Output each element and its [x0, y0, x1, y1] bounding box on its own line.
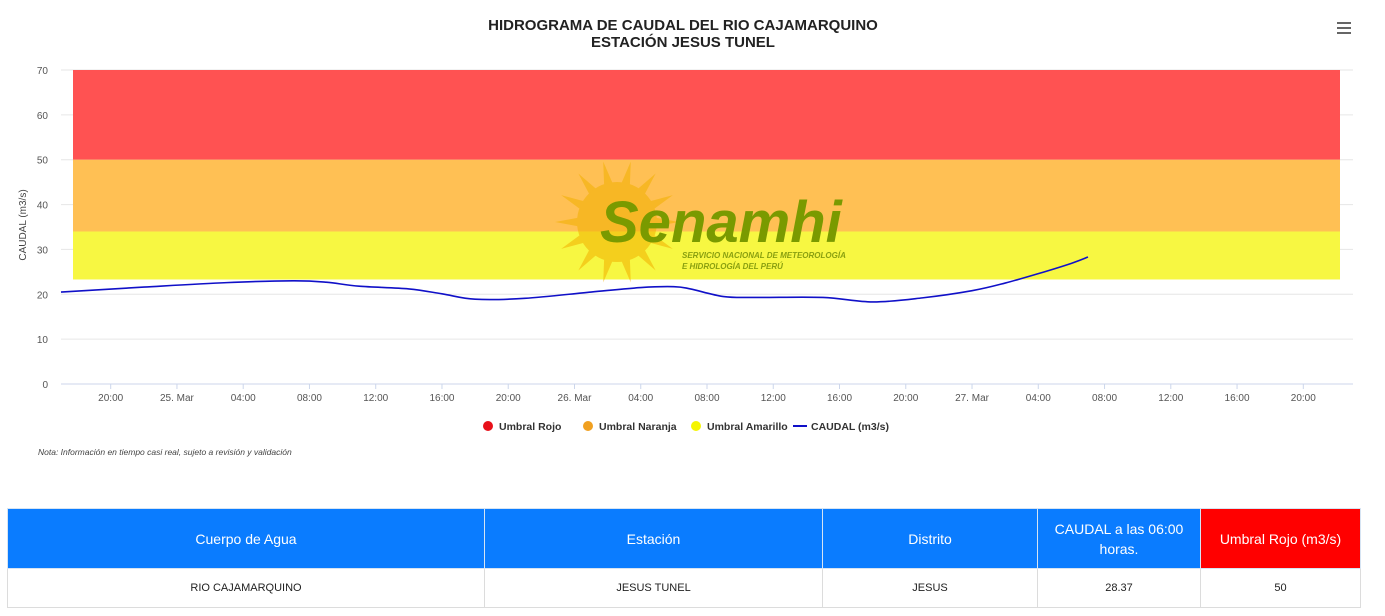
sun-ray-icon: [561, 234, 585, 249]
y-tick-label: 70: [37, 66, 49, 77]
cell-distrito: JESUS: [822, 568, 1038, 608]
sun-ray-icon: [603, 161, 614, 187]
hydrograph-chart: HIDROGRAMA DE CAUDAL DEL RIO CAJAMARQUIN…: [18, 17, 1353, 457]
y-tick-label: 40: [37, 201, 49, 212]
chart-note: Nota: Información en tiempo casi real, s…: [38, 447, 292, 457]
cell-cuerpo-de-agua: RIO CAJAMARQUINO: [7, 568, 485, 608]
watermark-brand: Senamhi: [600, 190, 844, 255]
legend-label: Umbral Naranja: [599, 421, 677, 433]
y-tick-label: 30: [37, 245, 49, 256]
x-tick-label: 20:00: [1291, 393, 1316, 404]
threshold-band: [73, 70, 1340, 160]
x-tick-label: 20:00: [893, 393, 918, 404]
sun-logo-icon: [555, 161, 679, 283]
chart-subtitle: ESTACIÓN JESUS TUNEL: [591, 33, 775, 51]
y-tick-label: 20: [37, 290, 49, 301]
x-tick-label: 26. Mar: [558, 393, 593, 404]
x-tick-label: 20:00: [98, 393, 123, 404]
sun-ray-icon: [654, 217, 679, 227]
cell-caudal: 28.37: [1037, 568, 1201, 608]
header-cuerpo-de-agua: Cuerpo de Agua: [7, 508, 485, 569]
legend-item: Umbral Naranja: [583, 421, 677, 433]
x-tick-label: 16:00: [1225, 393, 1250, 404]
chart-container: HIDROGRAMA DE CAUDAL DEL RIO CAJAMARQUIN…: [18, 17, 1353, 457]
sun-ray-icon: [620, 257, 631, 283]
x-tick-label: 08:00: [297, 393, 322, 404]
x-tick-label: 16:00: [827, 393, 852, 404]
y-tick-label: 10: [37, 335, 49, 346]
x-tick-label: 20:00: [496, 393, 521, 404]
watermark-line2: E HIDROLOGÍA DEL PERÚ: [682, 262, 783, 271]
sun-ray-icon: [649, 234, 673, 249]
chart-title: HIDROGRAMA DE CAUDAL DEL RIO CAJAMARQUIN…: [488, 17, 878, 34]
header-caudal: CAUDAL a las 06:00 horas.: [1037, 508, 1201, 569]
cell-umbral-rojo: 50: [1200, 568, 1361, 608]
x-tick-label: 12:00: [1158, 393, 1183, 404]
threshold-band: [73, 231, 1340, 280]
y-tick-label: 0: [42, 380, 48, 391]
x-tick-label: 16:00: [429, 393, 454, 404]
x-tick-label: 12:00: [761, 393, 786, 404]
sun-ray-icon: [561, 195, 585, 210]
sun-ray-icon: [555, 217, 580, 227]
x-tick-label: 04:00: [1026, 393, 1051, 404]
table-row: RIO CAJAMARQUINO JESUS TUNEL JESUS 28.37…: [7, 568, 1361, 608]
sun-ray-icon: [649, 195, 673, 210]
x-tick-label: 12:00: [363, 393, 388, 404]
x-tick-label: 04:00: [231, 393, 256, 404]
sun-ray-icon: [578, 248, 598, 271]
legend-item: Umbral Amarillo: [691, 421, 788, 433]
legend-item: CAUDAL (m3/s): [793, 421, 889, 433]
sun-ray-icon: [636, 248, 656, 271]
senamhi-watermark: [555, 161, 679, 283]
legend-dot-icon: [483, 421, 493, 431]
y-tick-label: 60: [37, 111, 49, 122]
threshold-band: [73, 159, 1340, 232]
sun-ray-icon: [578, 173, 598, 196]
header-umbral-rojo: Umbral Rojo (m3/s): [1200, 508, 1361, 569]
sun-ray-icon: [636, 173, 656, 196]
legend-label: Umbral Rojo: [499, 421, 561, 433]
legend-label: CAUDAL (m3/s): [811, 421, 889, 433]
legend-item: Umbral Rojo: [483, 421, 561, 433]
y-axis-title: CAUDAL (m3/s): [18, 189, 29, 260]
legend-label: Umbral Amarillo: [707, 421, 788, 433]
x-tick-label: 08:00: [694, 393, 719, 404]
hamburger-menu-icon[interactable]: [1337, 22, 1351, 34]
caudal-series-line: [60, 256, 1089, 303]
table-header-row: Cuerpo de Agua Estación Distrito CAUDAL …: [7, 508, 1361, 569]
x-tick-label: 08:00: [1092, 393, 1117, 404]
sun-ray-icon: [603, 257, 614, 283]
y-tick-label: 50: [37, 156, 49, 167]
x-tick-label: 04:00: [628, 393, 653, 404]
cell-estacion: JESUS TUNEL: [484, 568, 823, 608]
header-distrito: Distrito: [822, 508, 1038, 569]
sun-disc-icon: [577, 182, 657, 262]
watermark-line1: SERVICIO NACIONAL DE METEOROLOGÍA: [682, 251, 846, 260]
header-estacion: Estación: [484, 508, 823, 569]
x-tick-label: 27. Mar: [955, 393, 990, 404]
x-tick-label: 25. Mar: [160, 393, 195, 404]
station-table: Cuerpo de Agua Estación Distrito CAUDAL …: [7, 508, 1361, 608]
legend-dot-icon: [691, 421, 701, 431]
legend-dot-icon: [583, 421, 593, 431]
sun-ray-icon: [620, 161, 631, 187]
